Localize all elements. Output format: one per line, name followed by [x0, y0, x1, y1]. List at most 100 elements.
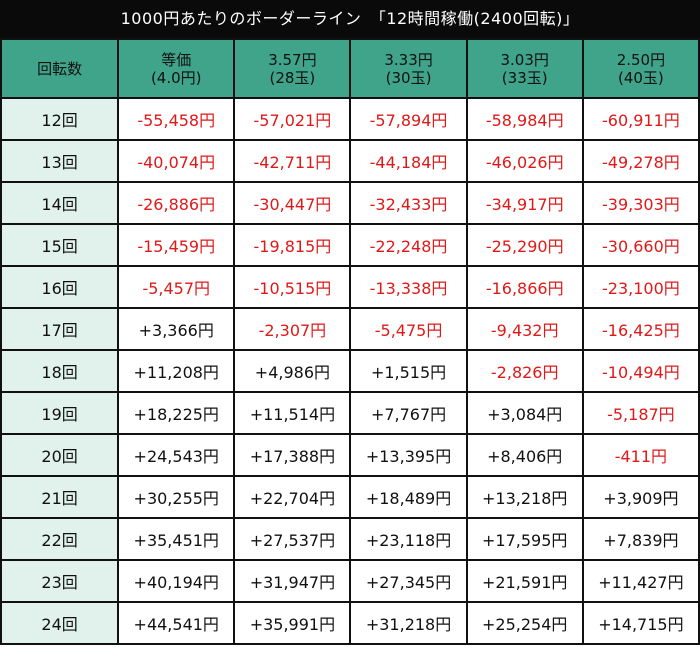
value-cell-negative: -49,278円 [581, 139, 700, 183]
value-cell-positive: +44,541円 [117, 601, 236, 645]
value-cell-negative: -30,447円 [233, 181, 352, 225]
value-cell-negative: -57,894円 [349, 97, 468, 141]
value-cell-positive: +30,255円 [117, 475, 236, 519]
table-row: 24回 +44,541円 +35,991円 +31,218円 +25,254円 +14,7… [0, 601, 700, 645]
value-cell-positive: +3,909円 [581, 475, 700, 519]
row-label: 24回 [0, 601, 120, 645]
value-cell-positive: +3,084円 [465, 391, 584, 435]
border-line-table: 回転数 等価 (4.0円) 3.57円 (28玉) 3.33円 (30玉) 3.03円… [0, 38, 700, 645]
value-cell-positive: +7,839円 [581, 517, 700, 561]
table-row: 20回 +24,543円 +17,388円 +13,395円 +8,406円 -411円 [0, 433, 700, 477]
value-cell-positive: +40,194円 [117, 559, 236, 603]
table-row: 23回 +40,194円 +31,947円 +27,345円 +21,591円 +11,4… [0, 559, 700, 603]
header-row: 回転数 等価 (4.0円) 3.57円 (28玉) 3.33円 (30玉) 3.03円… [0, 38, 700, 99]
col-header-rate-1: 等価 (4.0円) [117, 38, 236, 99]
value-cell-negative: -15,459円 [117, 223, 236, 267]
value-cell-positive: +1,515円 [349, 349, 468, 393]
value-cell-negative: -60,911円 [581, 97, 700, 141]
row-label: 13回 [0, 139, 120, 183]
value-cell-negative: -42,711円 [233, 139, 352, 183]
value-cell-negative: -44,184円 [349, 139, 468, 183]
table-row: 21回 +30,255円 +22,704円 +18,489円 +13,218円 +3,90… [0, 475, 700, 519]
col-header-rate-4: 3.03円 (33玉) [465, 38, 584, 99]
col-header-line1: 等価 [161, 50, 192, 69]
value-cell-negative: -19,815円 [233, 223, 352, 267]
table-row: 18回 +11,208円 +4,986円 +1,515円 -2,826円 -10,494円 [0, 349, 700, 393]
value-cell-positive: +35,991円 [233, 601, 352, 645]
value-cell-negative: -2,826円 [465, 349, 584, 393]
value-cell-negative: -22,248円 [349, 223, 468, 267]
row-label: 18回 [0, 349, 120, 393]
row-label: 14回 [0, 181, 120, 225]
value-cell-negative: -5,187円 [581, 391, 700, 435]
value-cell-positive: +35,451円 [117, 517, 236, 561]
row-label: 22回 [0, 517, 120, 561]
table-row: 13回 -40,074円 -42,711円 -44,184円 -46,026円 -49,2… [0, 139, 700, 183]
value-cell-positive: +18,489円 [349, 475, 468, 519]
value-cell-positive: +11,208円 [117, 349, 236, 393]
value-cell-negative: -32,433円 [349, 181, 468, 225]
value-cell-negative: -46,026円 [465, 139, 584, 183]
row-label: 15回 [0, 223, 120, 267]
col-header-line2: (30玉) [385, 68, 432, 87]
value-cell-positive: +7,767円 [349, 391, 468, 435]
value-cell-negative: -55,458円 [117, 97, 236, 141]
value-cell-positive: +8,406円 [465, 433, 584, 477]
col-header-line2: (40玉) [617, 68, 664, 87]
table-body: 12回 -55,458円 -57,021円 -57,894円 -58,984円 -60,9… [0, 97, 700, 645]
value-cell-positive: +3,366円 [117, 307, 236, 351]
value-cell-positive: +31,947円 [233, 559, 352, 603]
table-row: 15回 -15,459円 -19,815円 -22,248円 -25,290円 -30,6… [0, 223, 700, 267]
value-cell-negative: -10,515円 [233, 265, 352, 309]
value-cell-positive: +31,218円 [349, 601, 468, 645]
value-cell-negative: -16,866円 [465, 265, 584, 309]
col-header-line2: (28玉) [269, 68, 316, 87]
col-header-line1: 2.50円 [616, 50, 666, 69]
value-cell-negative: -5,457円 [117, 265, 236, 309]
col-header-line1: 回転数 [37, 59, 83, 78]
row-label: 21回 [0, 475, 120, 519]
row-label: 20回 [0, 433, 120, 477]
row-label: 17回 [0, 307, 120, 351]
value-cell-positive: +21,591円 [465, 559, 584, 603]
value-cell-negative: -26,886円 [117, 181, 236, 225]
value-cell-positive: +25,254円 [465, 601, 584, 645]
table-row: 19回 +18,225円 +11,514円 +7,767円 +3,084円 -5,187円 [0, 391, 700, 435]
table-title: 1000円あたりのボーダーライン 「12時間稼働(2400回転)」 [0, 0, 700, 38]
value-cell-positive: +4,986円 [233, 349, 352, 393]
value-cell-positive: +13,218円 [465, 475, 584, 519]
value-cell-positive: +17,595円 [465, 517, 584, 561]
col-header-line1: 3.57円 [268, 50, 317, 69]
value-cell-negative: -16,425円 [581, 307, 700, 351]
value-cell-positive: +22,704円 [233, 475, 352, 519]
value-cell-negative: -2,307円 [233, 307, 352, 351]
value-cell-negative: -34,917円 [465, 181, 584, 225]
row-label: 12回 [0, 97, 120, 141]
col-header-spins: 回転数 [0, 38, 120, 99]
value-cell-negative: -30,660円 [581, 223, 700, 267]
value-cell-positive: +14,715円 [581, 601, 700, 645]
value-cell-positive: +18,225円 [117, 391, 236, 435]
col-header-rate-5: 2.50円 (40玉) [581, 38, 700, 99]
col-header-line1: 3.33円 [384, 50, 433, 69]
value-cell-negative: -13,338円 [349, 265, 468, 309]
value-cell-negative: -58,984円 [465, 97, 584, 141]
table-row: 14回 -26,886円 -30,447円 -32,433円 -34,917円 -39,3… [0, 181, 700, 225]
col-header-line2: (4.0円) [150, 68, 202, 87]
value-cell-negative: -23,100円 [581, 265, 700, 309]
col-header-line2: (33玉) [501, 68, 548, 87]
value-cell-negative: -9,432円 [465, 307, 584, 351]
col-header-rate-2: 3.57円 (28玉) [233, 38, 352, 99]
value-cell-positive: +23,118円 [349, 517, 468, 561]
row-label: 16回 [0, 265, 120, 309]
row-label: 19回 [0, 391, 120, 435]
table-row: 17回 +3,366円 -2,307円 -5,475円 -9,432円 -16,425円 [0, 307, 700, 351]
col-header-rate-3: 3.33円 (30玉) [349, 38, 468, 99]
col-header-line1: 3.03円 [500, 50, 549, 69]
row-label: 23回 [0, 559, 120, 603]
value-cell-negative: -39,303円 [581, 181, 700, 225]
table-row: 16回 -5,457円 -10,515円 -13,338円 -16,866円 -23,10… [0, 265, 700, 309]
value-cell-negative: -57,021円 [233, 97, 352, 141]
value-cell-negative: -5,475円 [349, 307, 468, 351]
